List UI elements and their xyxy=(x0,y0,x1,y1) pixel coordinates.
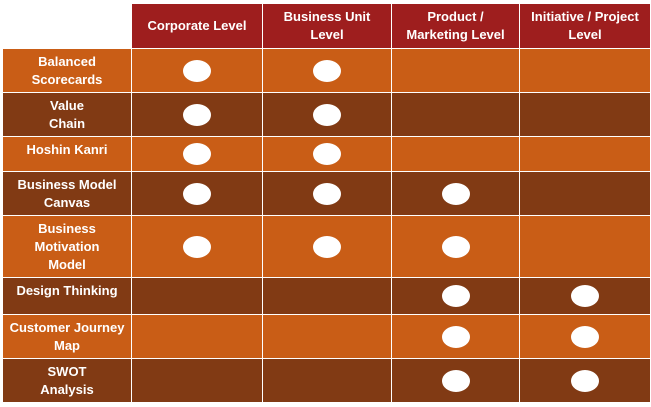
cell xyxy=(519,48,651,93)
cell xyxy=(391,215,520,278)
mark-dot xyxy=(313,143,341,165)
cell xyxy=(519,92,651,137)
cell xyxy=(262,48,392,93)
column-header-corporate-level: Corporate Level xyxy=(131,3,263,49)
table-row-customer-journey-map: Customer Journey Map xyxy=(2,314,651,359)
cell xyxy=(262,171,392,216)
cell xyxy=(131,92,263,137)
row-label: Value Chain xyxy=(2,92,132,137)
cell xyxy=(519,314,651,359)
mark-dot xyxy=(313,182,341,205)
column-header-initiative-project-level: Initiative / Project Level xyxy=(519,3,651,49)
mark-dot xyxy=(441,285,470,307)
cell xyxy=(519,171,651,216)
row-label: Design Thinking xyxy=(2,277,132,315)
cell xyxy=(391,48,520,93)
cell xyxy=(131,215,263,278)
cell xyxy=(131,136,263,172)
mark-dot xyxy=(571,285,599,307)
table-row-design-thinking: Design Thinking xyxy=(2,277,651,315)
mark-dot xyxy=(183,182,211,205)
cell xyxy=(519,136,651,172)
cell xyxy=(262,358,392,403)
framework-level-matrix: Corporate Level Business Unit Level Prod… xyxy=(2,3,651,403)
mark-dot xyxy=(313,103,341,126)
row-label: Business Motivation Model xyxy=(2,215,132,278)
row-label: Business Model Canvas xyxy=(2,171,132,216)
cell xyxy=(391,92,520,137)
row-label: Customer Journey Map xyxy=(2,314,132,359)
cell xyxy=(391,136,520,172)
cell xyxy=(131,171,263,216)
cell xyxy=(262,136,392,172)
cell xyxy=(391,277,520,315)
mark-dot xyxy=(183,59,211,82)
mark-dot xyxy=(441,369,470,392)
cell xyxy=(131,314,263,359)
mark-dot xyxy=(183,103,211,126)
cell xyxy=(391,171,520,216)
row-label: Hoshin Kanri xyxy=(2,136,132,172)
mark-dot xyxy=(571,369,599,392)
mark-dot xyxy=(183,143,211,165)
header-row: Corporate Level Business Unit Level Prod… xyxy=(2,3,651,49)
cell xyxy=(391,358,520,403)
table-row-business-motivation-model: Business Motivation Model xyxy=(2,215,651,278)
cell xyxy=(262,314,392,359)
mark-dot xyxy=(183,235,211,258)
row-label: Balanced Scorecards xyxy=(2,48,132,93)
cell xyxy=(131,277,263,315)
cell xyxy=(391,314,520,359)
table-row-balanced-scorecards: Balanced Scorecards xyxy=(2,48,651,93)
mark-dot xyxy=(571,325,599,348)
cell xyxy=(131,358,263,403)
table-row-hoshin-kanri: Hoshin Kanri xyxy=(2,136,651,172)
cell xyxy=(519,215,651,278)
table-row-value-chain: Value Chain xyxy=(2,92,651,137)
cell xyxy=(262,277,392,315)
corner-cell xyxy=(2,3,132,49)
table-row-swot-analysis: SWOT Analysis xyxy=(2,358,651,403)
cell xyxy=(519,358,651,403)
mark-dot xyxy=(441,325,470,348)
mark-dot xyxy=(441,235,470,258)
row-label: SWOT Analysis xyxy=(2,358,132,403)
cell xyxy=(262,215,392,278)
mark-dot xyxy=(441,182,470,205)
mark-dot xyxy=(313,235,341,258)
column-header-business-unit-level: Business Unit Level xyxy=(262,3,392,49)
matrix-table: Corporate Level Business Unit Level Prod… xyxy=(2,3,651,403)
cell xyxy=(131,48,263,93)
cell xyxy=(262,92,392,137)
table-row-business-model-canvas: Business Model Canvas xyxy=(2,171,651,216)
column-header-product-marketing-level: Product / Marketing Level xyxy=(391,3,520,49)
cell xyxy=(519,277,651,315)
mark-dot xyxy=(313,59,341,82)
